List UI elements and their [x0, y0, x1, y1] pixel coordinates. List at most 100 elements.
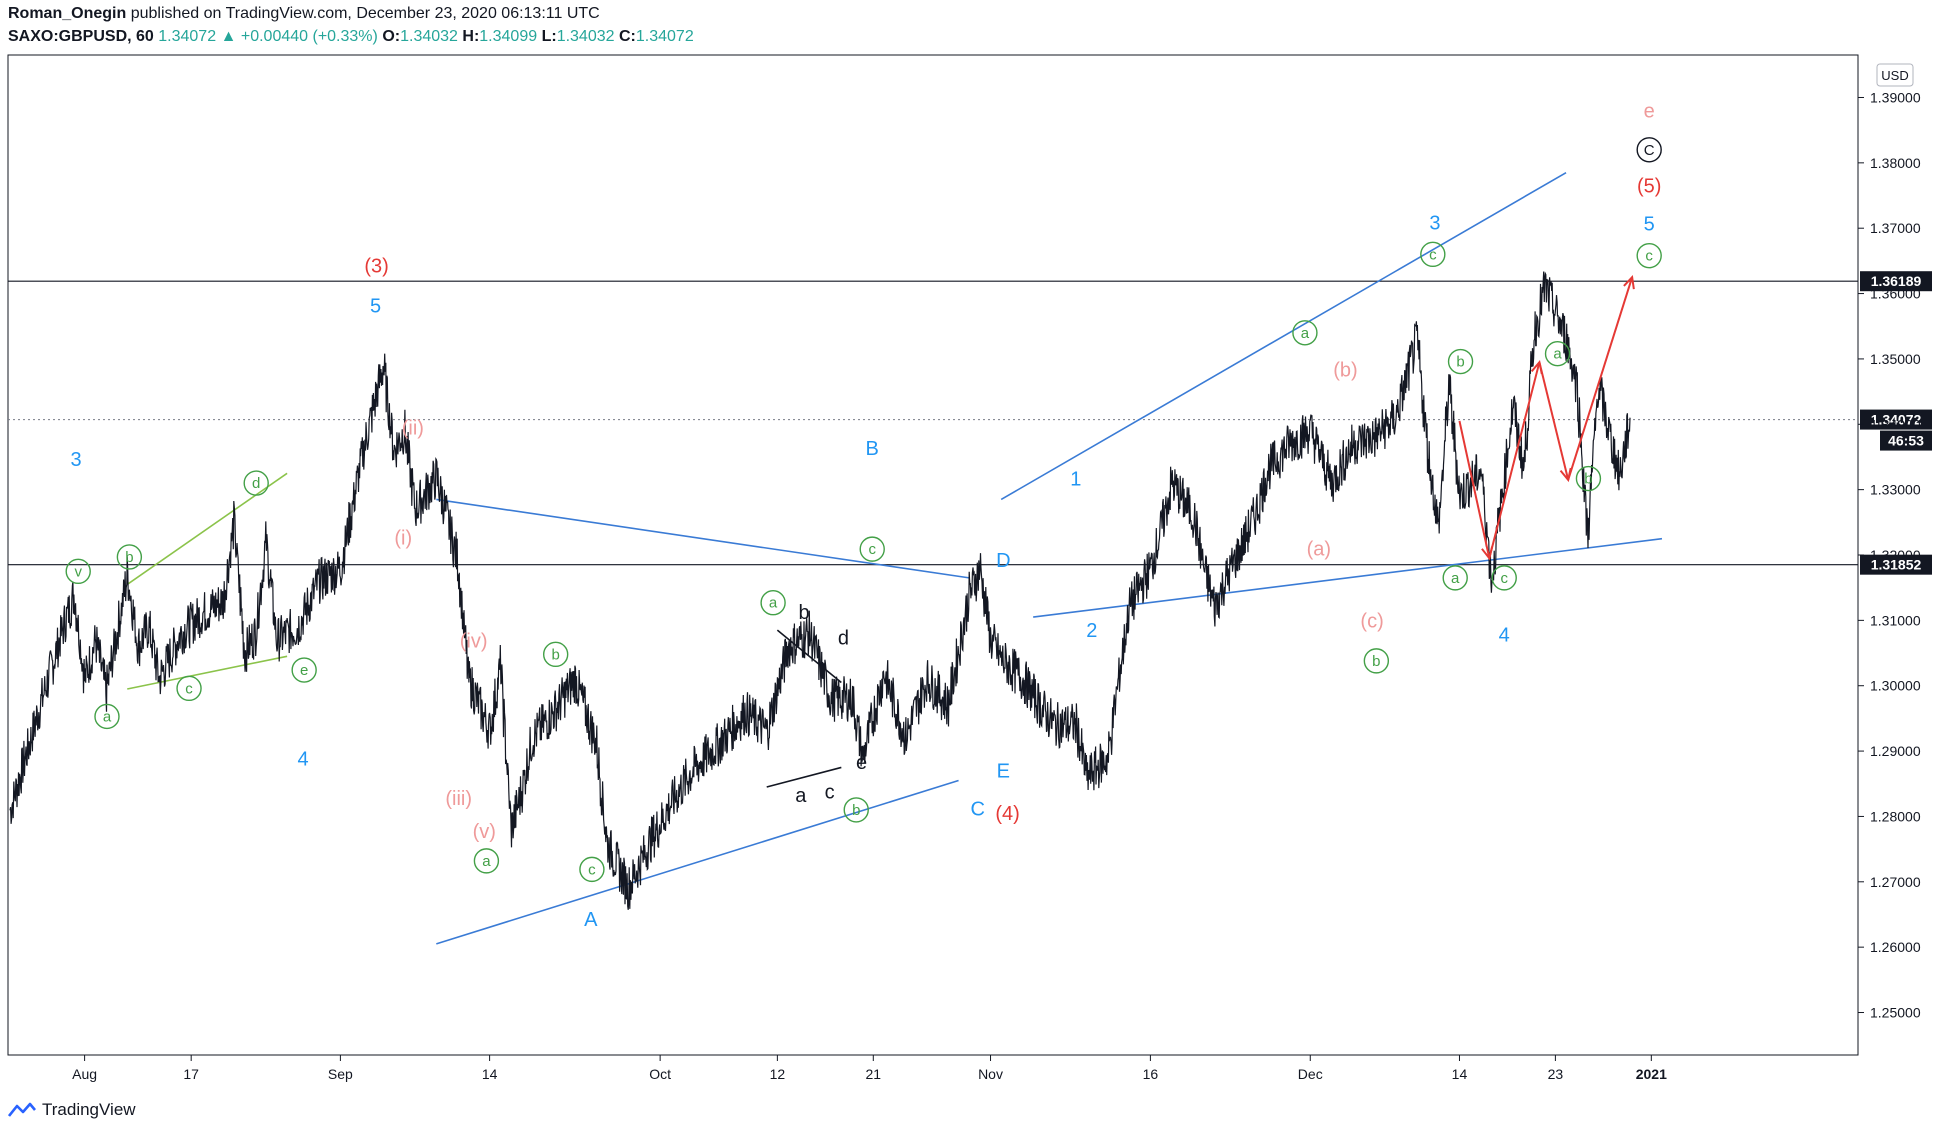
wave-label-circle	[1575, 465, 1602, 492]
trendline	[436, 498, 970, 579]
wave-label: b	[552, 646, 560, 663]
wave-label-circle	[1442, 565, 1468, 591]
footer-brand[interactable]: TradingView	[8, 1100, 136, 1120]
trendline	[1033, 537, 1663, 618]
wave-label-circle	[579, 856, 605, 883]
x-tick-label: Dec	[1298, 1066, 1323, 1082]
y-tick-label: 1.26000	[1870, 939, 1921, 955]
wave-label: (i)	[394, 527, 412, 549]
y-tick-label: 1.27000	[1870, 874, 1921, 890]
price-badge[interactable]	[1860, 554, 1932, 575]
y-tick-label: 1.36000	[1870, 286, 1921, 302]
wave-label: a	[482, 853, 491, 870]
open-value: 1.34032	[400, 28, 458, 45]
wave-label: a	[795, 785, 807, 807]
wave-label: A	[584, 909, 598, 931]
wave-label: b	[798, 602, 809, 624]
wave-label-circle	[1363, 648, 1390, 674]
wave-label: c	[1429, 246, 1437, 263]
price-line	[9, 271, 1631, 910]
symbol-name[interactable]: SAXO:GBPUSD, 60	[8, 28, 154, 45]
wave-label: c	[1500, 570, 1508, 587]
price-axis[interactable]: 1.25000 1.26000 1.27000 1.28000 1.29000 1.300…	[1858, 89, 1921, 1021]
close-label: C:	[618, 28, 636, 45]
trendline	[1000, 171, 1567, 501]
wave-label: 5	[370, 295, 381, 317]
price-badge-label: 1.31852	[1871, 557, 1922, 573]
wave-label: c	[1645, 248, 1653, 265]
x-tick-label: Oct	[649, 1066, 671, 1082]
wave-label: a	[1451, 570, 1460, 587]
wave-label-circle	[1491, 565, 1517, 591]
wave-label: a	[1301, 325, 1310, 342]
trendline	[776, 629, 842, 684]
wave-label: a	[103, 708, 112, 725]
wave-label: (4)	[995, 803, 1019, 825]
y-tick-label: 1.25000	[1870, 1005, 1921, 1021]
wave-label-circle	[542, 641, 569, 668]
wave-label: (c)	[1360, 610, 1383, 632]
wave-label: 4	[298, 748, 309, 770]
trendlines	[126, 171, 1663, 945]
y-tick-label: 1.33000	[1870, 482, 1921, 498]
wave-label-circle	[843, 797, 869, 823]
wave-label: 3	[71, 449, 82, 471]
wave-label-circle	[1544, 340, 1571, 367]
wave-label: E	[997, 761, 1010, 783]
wave-label: d	[252, 475, 260, 492]
trendline	[127, 655, 288, 690]
trendline	[126, 472, 288, 586]
wave-label: (iv)	[460, 631, 488, 653]
wave-label-circle	[116, 544, 143, 570]
trendline	[436, 779, 959, 945]
y-tick-label: 1.28000	[1870, 808, 1921, 824]
y-tick-label: 1.34000	[1870, 416, 1921, 432]
wave-label: b	[1372, 653, 1380, 670]
wave-label-circle	[859, 536, 885, 562]
wave-label: 2	[1086, 620, 1097, 642]
x-tick-label: 16	[1143, 1066, 1159, 1082]
wave-label: 1	[1070, 469, 1081, 491]
symbol-info: SAXO:GBPUSD, 60 1.34072 ▲ +0.00440 (+0.3…	[8, 28, 694, 46]
wave-label: e	[1644, 101, 1655, 123]
tradingview-logo-icon	[8, 1102, 36, 1117]
high-label: H:	[462, 28, 480, 45]
x-tick-label: 14	[1452, 1066, 1468, 1082]
countdown-label: 46:53	[1888, 433, 1924, 449]
wave-label: 3	[1429, 212, 1440, 234]
low-label: L:	[541, 28, 557, 45]
y-tick-label: 1.37000	[1870, 220, 1921, 236]
y-tick-label: 1.39000	[1870, 89, 1921, 105]
x-tick-label: 12	[770, 1066, 786, 1082]
currency-badge-frame	[1876, 63, 1914, 87]
y-tick-label: 1.38000	[1870, 155, 1921, 171]
time-axis[interactable]: Aug 17 Sep 14 Oct 12 21 Nov 16 Dec 14 23 2021	[72, 1055, 1667, 1082]
x-tick-label: 17	[183, 1066, 199, 1082]
y-tick-label: 1.32000	[1870, 547, 1921, 563]
wave-label: v	[74, 563, 82, 580]
price-badge[interactable]	[1860, 409, 1932, 430]
wave-label: d	[838, 627, 849, 649]
horizontal-lines: 1.36189 1.31852 1.34072 46:53	[8, 271, 1932, 575]
wave-label: (iii)	[445, 788, 472, 810]
y-tick-label: 1.29000	[1870, 743, 1921, 759]
close-value: 1.34072	[635, 28, 694, 45]
wave-label: (3)	[364, 255, 388, 277]
change-arrow-icon: ▲	[220, 28, 237, 45]
wave-label: (b)	[1333, 359, 1357, 381]
wave-label: c	[588, 861, 596, 878]
wave-label: e	[856, 752, 867, 774]
price-badge[interactable]	[1860, 271, 1932, 292]
wave-label: (a)	[1307, 538, 1331, 560]
author-name[interactable]: Roman_Onegin	[8, 5, 127, 22]
wave-label: c	[825, 782, 835, 804]
projection-segment	[1458, 420, 1491, 559]
last-price: 1.34072	[158, 28, 217, 45]
projection-arrows	[1458, 275, 1635, 561]
brand-name: TradingView	[42, 1100, 136, 1119]
wave-label-circle	[94, 703, 120, 730]
currency-badge[interactable]: USD	[1876, 63, 1914, 87]
projection-segment	[1538, 361, 1570, 481]
